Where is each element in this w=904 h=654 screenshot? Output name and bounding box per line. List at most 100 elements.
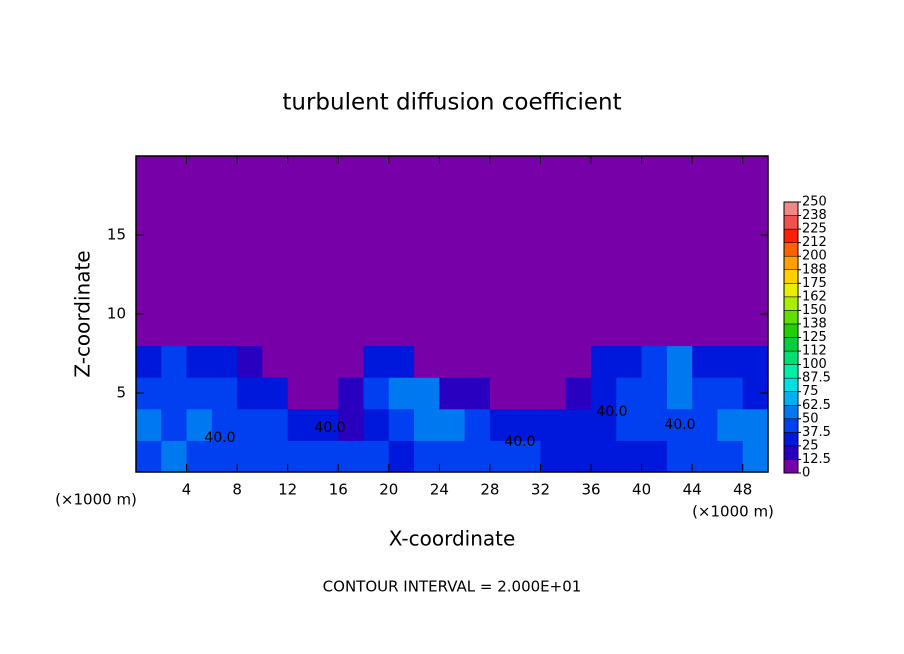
- field-cell: [388, 250, 415, 283]
- field-cell: [591, 408, 617, 441]
- field-cell: [312, 156, 339, 189]
- field-cell: [262, 219, 289, 252]
- field-cell: [666, 156, 693, 189]
- colorbar-swatch: [783, 269, 799, 284]
- field-cell: [616, 408, 643, 441]
- field-cell: [489, 250, 516, 283]
- field-cell: [692, 187, 718, 220]
- field-cell: [338, 345, 365, 378]
- field-cell: [439, 377, 466, 410]
- field-cell: [312, 282, 339, 315]
- field-cell: [565, 187, 592, 220]
- field-cell: [161, 377, 188, 410]
- field-cell: [186, 440, 213, 473]
- x-tick-label: 44: [683, 481, 702, 499]
- field-cell: [717, 377, 744, 410]
- field-cell: [363, 187, 390, 220]
- field-cell: [287, 219, 314, 252]
- field-cell: [186, 282, 213, 315]
- contour-label: 40.0: [596, 404, 627, 420]
- x-tick-label: 40: [632, 481, 651, 499]
- field-cell: [312, 314, 339, 347]
- field-cell: [641, 345, 668, 378]
- field-cell: [742, 314, 769, 347]
- field-cell: [616, 345, 643, 378]
- x-unit-label: (×1000 m): [55, 491, 137, 509]
- field-cell: [136, 187, 162, 220]
- field-cell: [540, 377, 567, 410]
- field-cell: [211, 440, 238, 473]
- field-cell: [287, 282, 314, 315]
- field-cell: [515, 345, 541, 378]
- contour-label: 40.0: [504, 434, 535, 450]
- field-cell: [692, 156, 718, 189]
- colorbar-tick-label: 37.5: [802, 425, 831, 440]
- field-cell: [717, 314, 744, 347]
- field-cell: [211, 314, 238, 347]
- field-cell: [666, 187, 693, 220]
- field-cell: [439, 314, 466, 347]
- x-tick-label: 8: [232, 481, 242, 499]
- y-tick-label: 5: [116, 384, 126, 402]
- field-cell: [692, 282, 718, 315]
- field-cell: [515, 408, 541, 441]
- field-cell: [515, 314, 541, 347]
- field-cell: [363, 156, 390, 189]
- field-cell: [161, 156, 188, 189]
- field-cell: [591, 156, 617, 189]
- field-cell: [338, 314, 365, 347]
- field-cell: [363, 282, 390, 315]
- colorbar-tick-label: 50: [802, 411, 819, 426]
- field-cell: [692, 250, 718, 283]
- field-cell: [591, 187, 617, 220]
- field-cell: [312, 377, 339, 410]
- field-cell: [161, 250, 188, 283]
- field-cell: [616, 250, 643, 283]
- field-cell: [363, 345, 390, 378]
- x-tick-label: 16: [329, 481, 348, 499]
- field-cell: [262, 187, 289, 220]
- field-cell: [262, 250, 289, 283]
- field-cell: [717, 156, 744, 189]
- colorbar-tick-label: 162: [802, 289, 827, 304]
- field-cell: [312, 440, 339, 473]
- field-cell: [565, 345, 592, 378]
- field-cell: [641, 156, 668, 189]
- field-cell: [616, 377, 643, 410]
- field-cell: [237, 408, 263, 441]
- field-cell: [439, 219, 466, 252]
- field-cell: [565, 282, 592, 315]
- field-cell: [186, 156, 213, 189]
- field-cell: [237, 282, 263, 315]
- field-cell: [161, 440, 188, 473]
- field-cell: [414, 314, 440, 347]
- colorbar-swatch: [783, 283, 799, 298]
- colorbar-tick-label: 0: [802, 466, 810, 481]
- field-cell: [616, 187, 643, 220]
- field-cell: [540, 440, 567, 473]
- field-cell: [515, 282, 541, 315]
- field-cell: [489, 219, 516, 252]
- y-tick-label: 15: [107, 226, 126, 244]
- field-cell: [287, 314, 314, 347]
- colorbar-swatch: [783, 364, 799, 379]
- field-cell: [565, 408, 592, 441]
- field-cell: [237, 187, 263, 220]
- field-cell: [136, 440, 162, 473]
- colorbar-tick-label: 125: [802, 330, 827, 345]
- field-cell: [262, 377, 289, 410]
- field-cell: [742, 440, 769, 473]
- field-cell: [414, 156, 440, 189]
- field-cell: [414, 440, 440, 473]
- field-cell: [161, 408, 188, 441]
- field-cell: [641, 250, 668, 283]
- field-cell: [287, 250, 314, 283]
- field-cell: [388, 187, 415, 220]
- x-tick-label: 28: [480, 481, 499, 499]
- field-cell: [666, 250, 693, 283]
- field-cell: [489, 282, 516, 315]
- field-cell: [287, 377, 314, 410]
- field-cell: [439, 440, 466, 473]
- field-cell: [237, 156, 263, 189]
